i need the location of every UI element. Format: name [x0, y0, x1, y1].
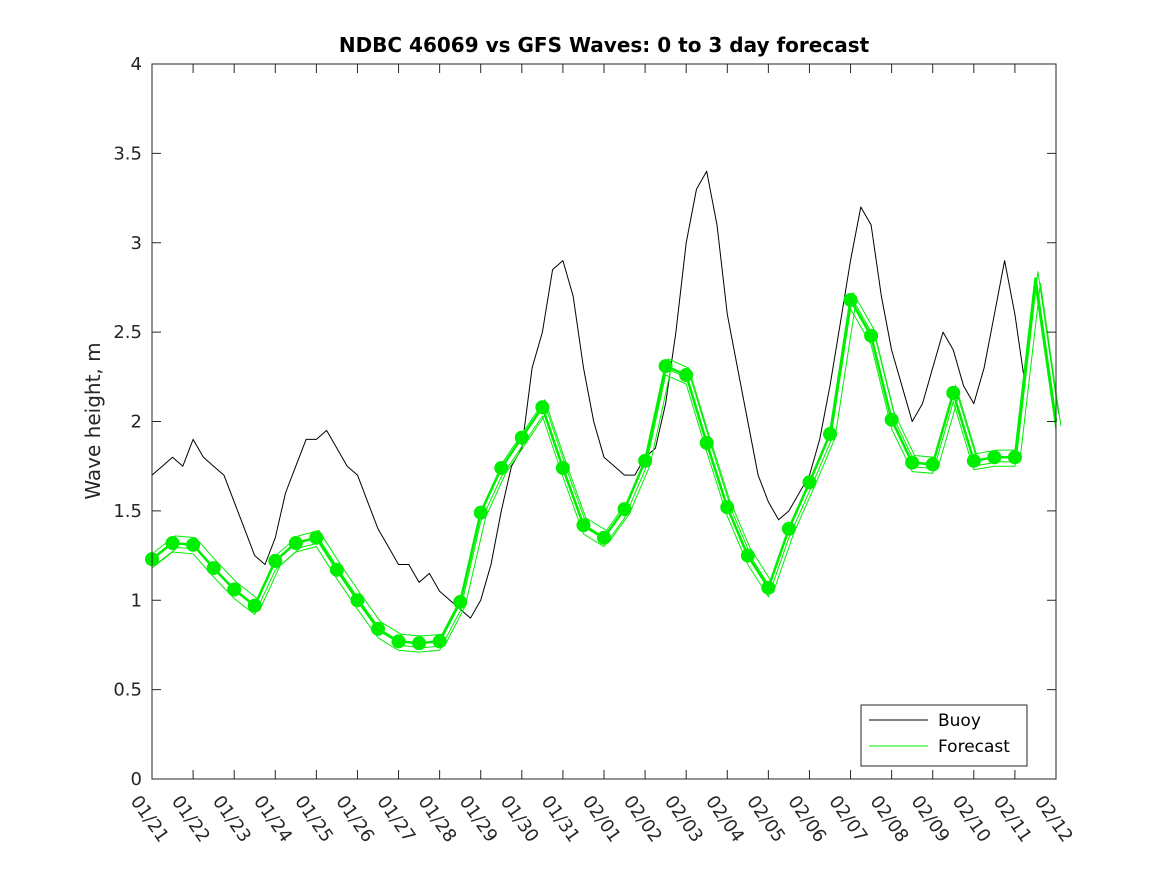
forecast-marker [555, 460, 570, 475]
y-tick-label: 4 [131, 54, 142, 75]
forecast-marker [535, 400, 550, 415]
y-tick-label: 3 [131, 233, 142, 254]
forecast-marker [781, 521, 796, 536]
legend: Buoy Forecast [860, 704, 1028, 767]
legend-label-forecast: Forecast [938, 737, 1010, 757]
forecast-marker [165, 536, 180, 551]
forecast-marker [843, 292, 858, 307]
forecast-marker [925, 457, 940, 472]
forecast-marker [864, 328, 879, 343]
legend-box [860, 704, 1028, 767]
forecast-marker [514, 430, 529, 445]
y-tick-label: 2.5 [113, 322, 142, 343]
forecast-marker [823, 427, 837, 442]
y-tick-label: 1.5 [113, 501, 142, 522]
forecast-marker [638, 453, 653, 468]
forecast-marker [884, 412, 899, 427]
forecast-marker [453, 595, 468, 610]
forecast-run-line [154, 271, 1059, 637]
forecast-marker [350, 593, 365, 608]
forecast-run-line [151, 287, 1057, 653]
y-tick-label: 1 [131, 590, 142, 611]
forecast-marker [699, 435, 714, 450]
forecast-marker [371, 621, 385, 636]
forecast-marker [268, 553, 283, 568]
forecast-marker [288, 536, 303, 551]
forecast-marker [391, 634, 406, 649]
forecast-markers [145, 292, 1022, 651]
forecast-marker [679, 368, 694, 383]
forecast-marker [186, 537, 201, 552]
forecast-marker [1007, 450, 1022, 465]
forecast-marker [247, 598, 262, 613]
forecast-marker [309, 530, 324, 545]
legend-label-buoy: Buoy [938, 711, 981, 731]
forecast-marker [494, 460, 509, 475]
forecast-marker [905, 455, 920, 470]
y-axis: 0 0.5 1 1.5 2 2.5 3 3.5 4 [113, 54, 1056, 790]
y-tick-label: 3.5 [113, 143, 142, 164]
y-tick-label: 2 [131, 412, 142, 433]
forecast-marker [720, 500, 735, 515]
forecast-marker [946, 385, 961, 400]
forecast-marker [761, 580, 776, 595]
buoy-line [151, 170, 1026, 619]
forecast-marker [987, 450, 1002, 465]
forecast-marker [597, 530, 611, 545]
axes-background [152, 64, 1056, 779]
forecast-marker [802, 475, 817, 490]
forecast-marker [206, 561, 221, 576]
forecast-marker [658, 359, 673, 374]
forecast-marker [412, 636, 427, 651]
forecast-marker [576, 518, 591, 533]
forecast-marker [329, 562, 344, 577]
y-tick-label: 0 [131, 769, 142, 790]
y-tick-label: 0.5 [113, 680, 142, 701]
forecast-marker [473, 505, 488, 520]
forecast-marker [227, 582, 242, 597]
chart-title: NDBC 46069 vs GFS Waves: 0 to 3 day fore… [339, 33, 870, 57]
forecast-marker [432, 634, 447, 649]
forecast-marker [617, 502, 632, 517]
y-axis-label: Wave height, m [81, 342, 105, 499]
forecast-marker [740, 548, 755, 563]
forecast-marker [966, 453, 981, 468]
plot-area [152, 64, 1056, 779]
